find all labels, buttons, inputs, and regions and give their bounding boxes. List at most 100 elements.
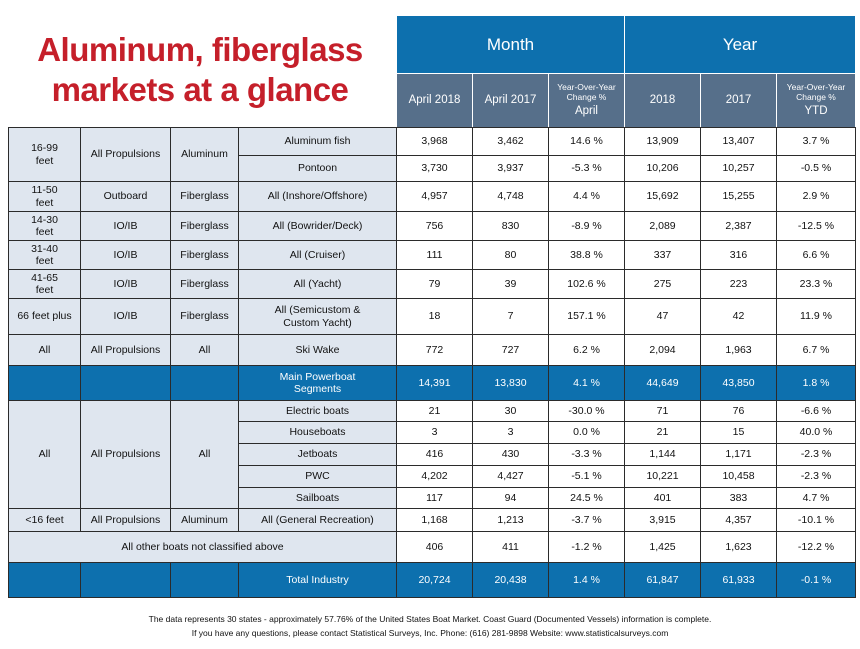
- data-cell: 44,649: [624, 365, 701, 401]
- material-cell: Fiberglass: [170, 269, 239, 299]
- row-label: All (General Recreation): [238, 508, 397, 532]
- propulsion-cell: All Propulsions: [80, 127, 171, 182]
- data-cell: 6.7 %: [776, 334, 856, 366]
- data-cell: 20,724: [396, 562, 473, 598]
- data-cell: -5.1 %: [548, 465, 625, 488]
- data-cell: 76: [700, 400, 777, 422]
- footnote: If you have any questions, please contac…: [191, 628, 669, 638]
- material-cell: Aluminum: [170, 508, 239, 532]
- length-cell: All: [8, 400, 81, 509]
- column-header: April 2017: [472, 73, 549, 128]
- data-cell: 1,963: [700, 334, 777, 366]
- data-cell: 39: [472, 269, 549, 299]
- length-cell: 41-65 feet: [8, 269, 81, 299]
- data-cell: 337: [624, 240, 701, 270]
- empty-cell: [80, 365, 171, 401]
- row-label: Main Powerboat Segments: [238, 365, 397, 401]
- data-cell: 157.1 %: [548, 298, 625, 335]
- data-cell: 43,850: [700, 365, 777, 401]
- data-cell: -0.1 %: [776, 562, 856, 598]
- data-cell: 1,144: [624, 443, 701, 466]
- data-cell: 4.7 %: [776, 487, 856, 509]
- data-cell: 4.4 %: [548, 181, 625, 212]
- material-cell: Aluminum: [170, 127, 239, 182]
- material-cell: Fiberglass: [170, 298, 239, 335]
- propulsion-cell: All Propulsions: [80, 508, 171, 532]
- length-cell: 16-99 feet: [8, 127, 81, 182]
- title: Aluminum, fiberglass markets at a glance: [10, 30, 390, 110]
- row-label: All (Inshore/Offshore): [238, 181, 397, 212]
- row-label: All (Semicustom & Custom Yacht): [238, 298, 397, 335]
- data-cell: 416: [396, 443, 473, 466]
- data-cell: 1.4 %: [548, 562, 625, 598]
- data-cell: 61,933: [700, 562, 777, 598]
- data-cell: 1,171: [700, 443, 777, 466]
- data-cell: 3,968: [396, 127, 473, 156]
- column-header: Year-Over-Year Change % YTD: [776, 73, 856, 128]
- row-label: PWC: [238, 465, 397, 488]
- data-cell: 3.7 %: [776, 127, 856, 156]
- row-label: Sailboats: [238, 487, 397, 509]
- row-label: All other boats not classified above: [8, 531, 397, 563]
- data-cell: 7: [472, 298, 549, 335]
- length-cell: <16 feet: [8, 508, 81, 532]
- empty-cell: [8, 562, 81, 598]
- data-cell: 102.6 %: [548, 269, 625, 299]
- material-cell: All: [170, 400, 239, 509]
- title-line: markets at a glance: [51, 71, 349, 108]
- data-cell: 13,830: [472, 365, 549, 401]
- data-cell: 10,221: [624, 465, 701, 488]
- data-cell: -1.2 %: [548, 531, 625, 563]
- data-cell: 15,692: [624, 181, 701, 212]
- data-cell: -0.5 %: [776, 155, 856, 182]
- data-cell: 2.9 %: [776, 181, 856, 212]
- data-cell: 23.3 %: [776, 269, 856, 299]
- group-header: Month: [396, 15, 625, 74]
- data-cell: 4,748: [472, 181, 549, 212]
- data-cell: 4,427: [472, 465, 549, 488]
- data-cell: 0.0 %: [548, 421, 625, 444]
- row-label: Ski Wake: [238, 334, 397, 366]
- data-cell: 383: [700, 487, 777, 509]
- data-cell: 11.9 %: [776, 298, 856, 335]
- data-cell: 3: [396, 421, 473, 444]
- data-cell: -3.3 %: [548, 443, 625, 466]
- data-cell: 61,847: [624, 562, 701, 598]
- data-cell: 10,206: [624, 155, 701, 182]
- data-cell: 3,730: [396, 155, 473, 182]
- data-cell: 275: [624, 269, 701, 299]
- data-cell: 3,915: [624, 508, 701, 532]
- data-cell: -12.2 %: [776, 531, 856, 563]
- propulsion-cell: IO/IB: [80, 211, 171, 241]
- data-cell: 15,255: [700, 181, 777, 212]
- data-cell: 15: [700, 421, 777, 444]
- data-cell: 13,407: [700, 127, 777, 156]
- data-cell: 727: [472, 334, 549, 366]
- data-cell: 111: [396, 240, 473, 270]
- material-cell: Fiberglass: [170, 240, 239, 270]
- data-cell: 42: [700, 298, 777, 335]
- row-label: All (Yacht): [238, 269, 397, 299]
- column-header-note: Year-Over-Year Change %: [786, 82, 846, 102]
- data-cell: 2,094: [624, 334, 701, 366]
- length-cell: 14-30 feet: [8, 211, 81, 241]
- data-cell: 316: [700, 240, 777, 270]
- data-cell: 13,909: [624, 127, 701, 156]
- material-cell: All: [170, 334, 239, 366]
- data-cell: -12.5 %: [776, 211, 856, 241]
- data-cell: 40.0 %: [776, 421, 856, 444]
- column-header-label: April: [574, 104, 598, 117]
- data-cell: 1.8 %: [776, 365, 856, 401]
- data-cell: 830: [472, 211, 549, 241]
- empty-cell: [80, 562, 171, 598]
- data-cell: 79: [396, 269, 473, 299]
- row-label: Jetboats: [238, 443, 397, 466]
- data-cell: -2.3 %: [776, 465, 856, 488]
- data-cell: 411: [472, 531, 549, 563]
- propulsion-cell: IO/IB: [80, 240, 171, 270]
- data-cell: 2,089: [624, 211, 701, 241]
- footnote: The data represents 30 states - approxim…: [148, 614, 712, 624]
- column-header: April 2018: [396, 73, 473, 128]
